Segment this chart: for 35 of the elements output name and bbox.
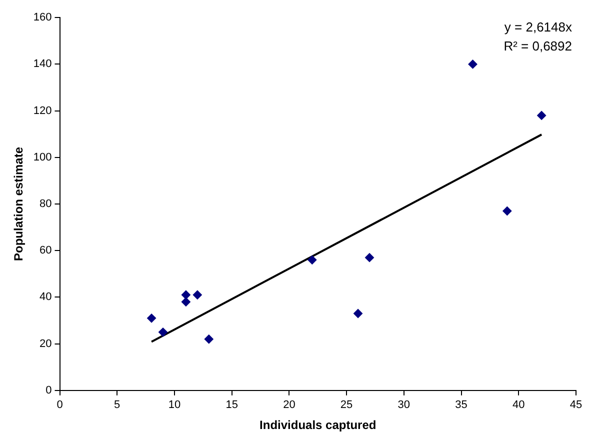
annotation: R² = 0,6892 — [504, 38, 572, 54]
y-tick-label: 40 — [40, 291, 52, 304]
point — [365, 253, 374, 262]
x-tick-label: 25 — [340, 399, 353, 412]
x-tick-label: 45 — [570, 399, 582, 412]
y-tick-label: 0 — [46, 384, 52, 396]
y-axis-title: Population estimate — [12, 146, 26, 262]
point — [181, 290, 190, 300]
y-tick-label: 160 — [33, 12, 52, 24]
x-tick-label: 0 — [56, 399, 63, 412]
point — [158, 328, 168, 337]
point — [354, 309, 363, 318]
x-tick-label: 40 — [512, 399, 525, 412]
point — [147, 314, 156, 323]
point — [468, 60, 478, 69]
y-tick-label: 60 — [40, 244, 52, 257]
x-tick-label: 30 — [398, 399, 410, 412]
x-axis-title: Individuals captured — [260, 418, 376, 432]
x-tick-label: 5 — [114, 399, 120, 412]
y-tick-label: 140 — [33, 58, 52, 70]
y-tick-label: 80 — [40, 198, 52, 210]
x-tick-label: 15 — [226, 399, 238, 412]
y-tick-label: 120 — [33, 104, 52, 117]
point — [204, 334, 214, 344]
point — [502, 206, 512, 216]
x-tick-label: 35 — [455, 399, 468, 412]
point — [192, 290, 202, 300]
y-tick-label: 100 — [33, 151, 52, 164]
point — [308, 255, 317, 264]
point — [181, 297, 190, 306]
x-tick-label: 10 — [168, 399, 181, 412]
y-tick-label: 20 — [40, 338, 52, 350]
annotation: y = 2,6148x — [504, 20, 572, 35]
x-tick-label: 20 — [283, 399, 296, 412]
point — [537, 110, 546, 120]
